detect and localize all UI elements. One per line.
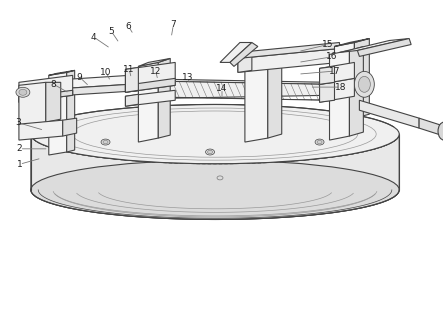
Ellipse shape (103, 140, 108, 144)
Polygon shape (238, 42, 340, 58)
Polygon shape (245, 52, 268, 142)
Text: 9: 9 (77, 73, 83, 82)
Polygon shape (419, 118, 444, 136)
Polygon shape (334, 38, 369, 46)
Polygon shape (349, 46, 363, 136)
Polygon shape (126, 78, 175, 92)
Text: 18: 18 (335, 82, 346, 92)
Ellipse shape (358, 76, 370, 92)
Polygon shape (230, 42, 258, 66)
Polygon shape (268, 48, 282, 138)
Ellipse shape (315, 139, 324, 145)
Polygon shape (320, 82, 334, 102)
Polygon shape (245, 48, 282, 56)
Polygon shape (126, 67, 139, 92)
Polygon shape (126, 62, 175, 92)
Ellipse shape (19, 89, 27, 95)
Text: 13: 13 (182, 73, 193, 82)
Polygon shape (139, 58, 170, 66)
Text: 14: 14 (216, 84, 228, 93)
Polygon shape (19, 120, 63, 140)
Polygon shape (359, 100, 419, 128)
Ellipse shape (101, 139, 110, 145)
Text: 8: 8 (50, 80, 56, 89)
Text: 15: 15 (322, 40, 334, 49)
Polygon shape (320, 78, 354, 102)
Text: 4: 4 (91, 33, 97, 42)
Ellipse shape (317, 140, 322, 144)
Polygon shape (357, 38, 411, 56)
Ellipse shape (31, 160, 399, 219)
Polygon shape (67, 73, 160, 88)
Text: 11: 11 (123, 65, 135, 74)
Polygon shape (126, 94, 139, 106)
Text: 2: 2 (17, 144, 22, 153)
Text: 17: 17 (329, 67, 341, 76)
Polygon shape (49, 72, 67, 155)
Text: 5: 5 (109, 27, 115, 36)
Ellipse shape (438, 122, 444, 140)
Polygon shape (49, 70, 75, 75)
Ellipse shape (16, 87, 30, 97)
Ellipse shape (206, 149, 214, 155)
Polygon shape (19, 90, 73, 102)
Text: 7: 7 (170, 20, 176, 29)
Polygon shape (320, 62, 354, 84)
Ellipse shape (354, 71, 374, 97)
Polygon shape (67, 70, 75, 152)
Polygon shape (238, 48, 340, 72)
Polygon shape (139, 62, 159, 142)
Polygon shape (63, 118, 77, 136)
Polygon shape (354, 38, 369, 118)
Polygon shape (329, 51, 349, 140)
Polygon shape (320, 66, 334, 84)
Polygon shape (67, 82, 160, 95)
Text: 3: 3 (15, 118, 21, 127)
Polygon shape (19, 82, 46, 125)
Text: 10: 10 (100, 68, 112, 77)
Polygon shape (334, 42, 354, 122)
Text: 12: 12 (150, 67, 161, 76)
Polygon shape (159, 58, 170, 138)
Polygon shape (340, 38, 409, 52)
Polygon shape (31, 134, 399, 219)
Polygon shape (19, 75, 73, 102)
Polygon shape (126, 90, 175, 106)
Text: 16: 16 (326, 52, 337, 61)
Polygon shape (46, 82, 61, 122)
Polygon shape (168, 79, 329, 98)
Polygon shape (238, 56, 252, 72)
Text: 1: 1 (17, 160, 23, 169)
Text: 6: 6 (125, 21, 131, 30)
Ellipse shape (207, 150, 213, 154)
Ellipse shape (31, 104, 399, 164)
Polygon shape (220, 42, 252, 62)
